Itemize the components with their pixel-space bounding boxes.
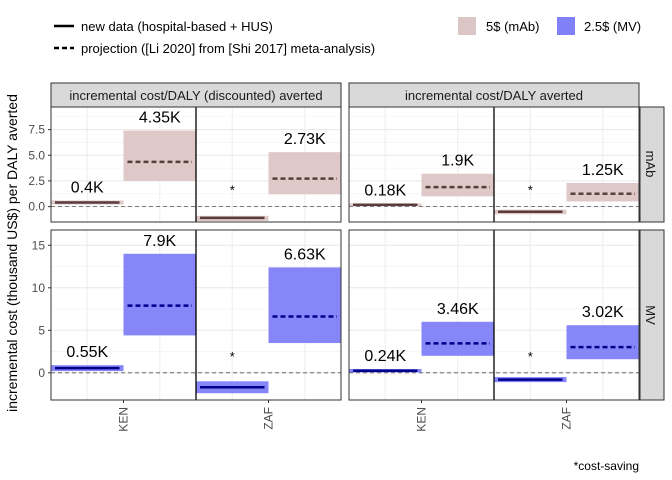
legend: new data (hospital-based + HUS) projecti… <box>54 17 641 56</box>
data-label-zaf-proj: 1.25K <box>582 162 624 179</box>
data-label-zaf-new: * <box>230 349 235 364</box>
data-label-zaf-new: * <box>230 183 235 198</box>
legend-mv-label: 2.5$ (MV) <box>584 19 641 34</box>
col-strip-2-box <box>348 82 640 108</box>
data-label-ken-proj: 3.46K <box>437 301 479 318</box>
row-strip-1-box <box>639 106 665 223</box>
data-label-zaf-proj: 6.63K <box>284 246 326 263</box>
data-label-ken-new: 0.18K <box>364 183 406 200</box>
panel-border <box>348 106 640 223</box>
bar-range-zaf-proj <box>268 152 341 195</box>
legend-mv-swatch <box>557 17 575 35</box>
bar-range-zaf-proj <box>566 325 639 360</box>
col-strip-1-label: incremental cost/DALY (discounted) avert… <box>69 88 322 103</box>
data-label-ken-new: 0.55K <box>66 344 108 361</box>
panel-border <box>50 229 342 401</box>
col-strip-2-label: incremental cost/DALY averted <box>405 88 583 103</box>
panel-r1-c1: 0.4K 4.35K * 2.73K 0.0 2.5 5.0 7.5 <box>28 106 342 223</box>
y-tick-label: 10 <box>32 281 46 295</box>
panel-border <box>50 106 342 223</box>
data-label-zaf-new: * <box>528 349 533 364</box>
x-tick-label-ken: KEN <box>415 407 429 432</box>
y-axis-title: incremental cost (thousand US$) per DALY… <box>4 94 20 412</box>
y-tick-label: 2.5 <box>28 174 45 188</box>
y-tick-label: 0.0 <box>28 200 45 214</box>
bar-range-zaf-proj <box>268 267 341 344</box>
bar-range-ken-proj <box>421 321 494 356</box>
row-strip-2-box <box>639 229 665 401</box>
legend-dashed-label: projection ([Li 2020] from [Shi 2017] me… <box>81 41 375 56</box>
y-tick-label: 7.5 <box>28 123 45 137</box>
data-label-ken-proj: 1.9K <box>441 153 474 170</box>
x-tick-label-ken: KEN <box>117 407 131 432</box>
panel-r1-c2: 0.18K 1.9K * 1.25K <box>348 106 640 223</box>
panels: 0.4K 4.35K * 2.73K 0.0 2.5 5.0 7.5 0.18K 1.9K * 1.2… <box>28 106 640 432</box>
x-tick-label-zaf: ZAF <box>560 407 574 430</box>
data-label-ken-proj: 7.9K <box>143 233 176 250</box>
panel-border <box>348 229 640 401</box>
data-label-ken-new: 0.24K <box>364 348 406 365</box>
panel-r2-c2: 0.24K 3.46K * 3.02K KEN ZAF <box>348 229 640 432</box>
legend-mab-label: 5$ (mAb) <box>486 19 539 34</box>
x-tick-label-zaf: ZAF <box>262 407 276 430</box>
data-label-ken-proj: 4.35K <box>139 110 181 127</box>
y-tick-label: 15 <box>32 238 46 252</box>
column-strips: incremental cost/DALY (discounted) avert… <box>50 82 640 108</box>
legend-mab-swatch <box>458 17 476 35</box>
bar-range-ken-proj <box>123 253 196 336</box>
y-tick-label: 0 <box>38 366 45 380</box>
row-strip-2-label: MV <box>643 305 658 325</box>
data-label-zaf-new: * <box>528 183 533 198</box>
data-label-zaf-proj: 2.73K <box>284 131 326 148</box>
legend-solid-label: new data (hospital-based + HUS) <box>81 19 273 34</box>
row-strip-1-label: mAb <box>643 151 658 178</box>
y-tick-label: 5.0 <box>28 148 45 162</box>
row-strips: mAb MV <box>639 106 665 401</box>
data-label-zaf-proj: 3.02K <box>582 304 624 321</box>
col-strip-1-box <box>50 82 342 108</box>
y-tick-label: 5 <box>38 323 45 337</box>
cost-saving-note: *cost-saving <box>574 459 639 473</box>
panel-r2-c1: 0.55K 7.9K * 6.63K 0 5 10 15 KEN ZAF <box>32 229 342 432</box>
bar-range-ken-proj <box>123 130 196 181</box>
bar-range-zaf-proj <box>566 182 639 202</box>
bar-range-ken-proj <box>421 173 494 197</box>
data-label-ken-new: 0.4K <box>71 179 104 196</box>
